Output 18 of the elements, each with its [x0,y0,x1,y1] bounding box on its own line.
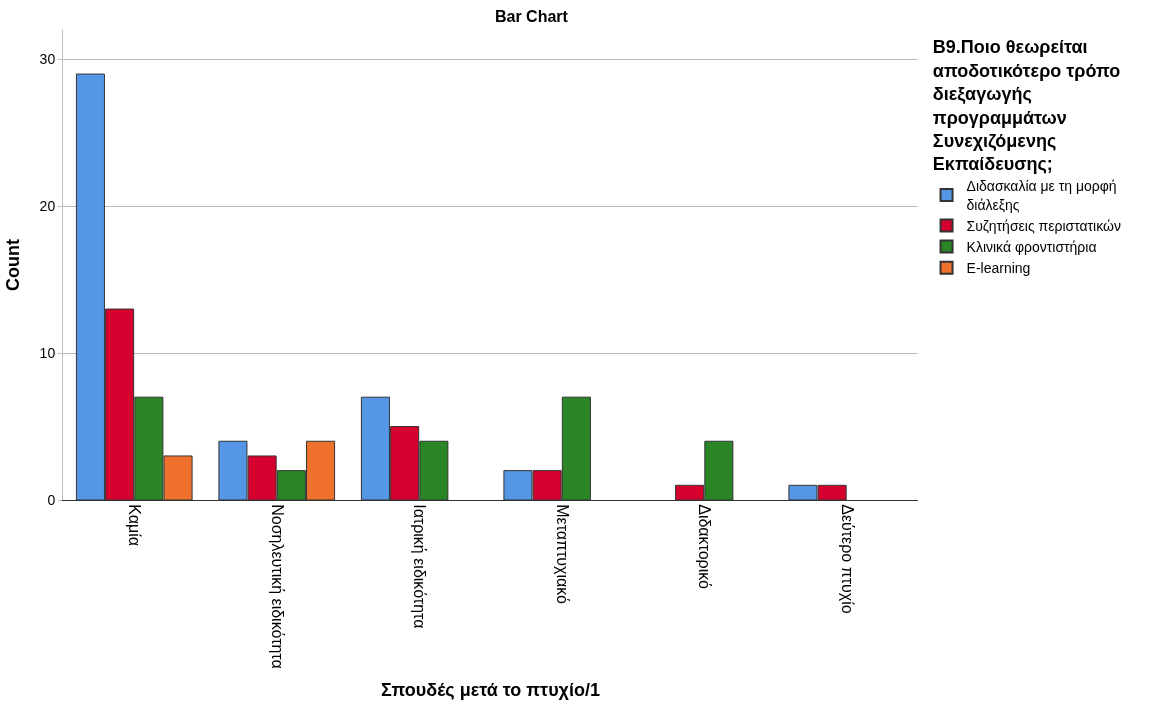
x-tick-label: Ιατρική ειδικότητα [411,504,429,629]
x-tick-label: Καμία [126,504,144,546]
x-tick-label: Διδακτορικό [696,504,714,590]
legend-label: Συζητήσεις περιστατικών [966,217,1121,234]
y-axis-title: Count [2,239,23,291]
y-tick-label: 10 [39,345,56,362]
legend-label: Κλινικά φροντιστήρια [966,239,1097,256]
x-tick-label: Δεύτερο πτυχίο [838,504,856,614]
chart-title: Bar Chart [494,7,569,25]
legend-label: Διδασκαλία με τη μορφή διάλεξης [966,178,1117,213]
legend-title: B9.Ποιο θεωρείται αποδοτικότερο τρόπο διεξαγωγής προγραμμάτων Συνεχιζόμενης Εκπαίδευσης; [932,37,1121,175]
x-tick-label: Νοσηλευτική ειδικότητα [268,504,286,669]
y-tick-label: 20 [39,198,56,215]
y-tick-label: 0 [47,491,56,508]
y-tick-label: 30 [39,51,56,68]
legend-label: E-learning [966,260,1031,277]
x-tick-label: Μεταπτυχιακό [553,504,571,605]
x-axis-title: Σπουδές μετά το πτυχίο/1 [381,679,600,700]
